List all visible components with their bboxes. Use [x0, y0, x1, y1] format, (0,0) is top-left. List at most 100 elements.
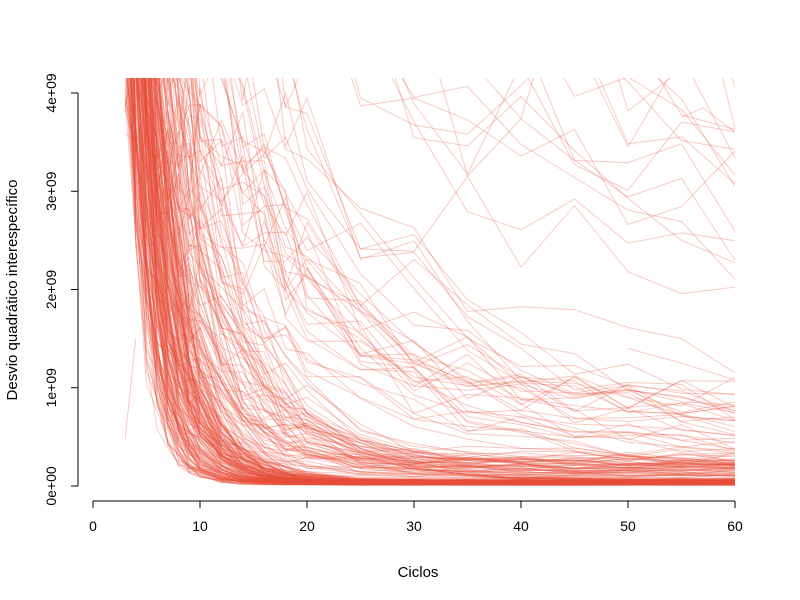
series-line	[132, 78, 735, 485]
x-tick-label: 50	[620, 518, 636, 534]
series-line	[141, 78, 735, 483]
series-line	[125, 0, 735, 51]
series-lines	[124, 0, 735, 486]
series-line	[143, 78, 735, 465]
series-line	[593, 78, 735, 159]
series-line	[166, 78, 735, 409]
series-line	[178, 78, 735, 448]
series-line	[135, 78, 735, 485]
series-line	[172, 78, 735, 466]
series-line	[149, 78, 735, 478]
series-line	[124, 98, 735, 483]
series-line	[148, 78, 735, 486]
y-tick-label: 4e+09	[43, 73, 59, 113]
series-line	[140, 78, 735, 486]
series-line	[133, 78, 735, 477]
series-line	[142, 78, 735, 484]
series-line	[158, 78, 735, 465]
series-line	[153, 78, 735, 484]
series-line	[131, 78, 735, 480]
series-line	[137, 78, 735, 486]
series-line	[124, 78, 735, 295]
series-line	[149, 78, 735, 481]
y-tick-label: 1e+09	[43, 368, 59, 408]
series-line	[129, 78, 735, 485]
series-line	[141, 78, 735, 484]
series-line	[148, 78, 735, 482]
series-line	[135, 78, 735, 484]
series-line	[153, 78, 735, 467]
series-line	[148, 78, 735, 484]
series-line	[141, 78, 735, 465]
series-line	[144, 78, 735, 482]
series-line	[163, 78, 735, 466]
series-line	[131, 78, 735, 486]
series-line	[144, 78, 735, 483]
series-line	[196, 78, 735, 423]
series-line	[124, 99, 735, 483]
series-line	[137, 78, 735, 485]
series-line	[134, 78, 735, 469]
series-line	[162, 78, 735, 465]
series-line	[144, 78, 735, 485]
series-line	[169, 78, 735, 480]
series-line	[233, 78, 735, 374]
series-line	[129, 78, 735, 475]
series-line	[152, 78, 735, 484]
series-line	[153, 78, 735, 468]
series-line	[402, 78, 735, 191]
series-line	[193, 78, 735, 482]
series-line	[143, 78, 735, 486]
series-line	[130, 78, 735, 465]
series-line	[238, 78, 735, 433]
series-line	[133, 78, 735, 486]
series-line	[124, 92, 735, 483]
series-line	[131, 78, 735, 482]
series-line	[158, 78, 735, 485]
series-line	[281, 78, 735, 280]
series-line	[160, 78, 735, 462]
series-line	[127, 78, 735, 485]
series-line	[147, 78, 735, 485]
series-line	[129, 78, 735, 485]
series-line	[146, 78, 735, 484]
series-line	[155, 78, 735, 475]
series-line	[354, 78, 735, 185]
series-line	[141, 78, 735, 486]
series-line	[133, 78, 735, 485]
series-line	[129, 78, 735, 484]
series-line	[161, 78, 735, 465]
series-line	[484, 78, 535, 120]
series-line	[212, 78, 735, 412]
series-line	[149, 78, 735, 484]
series-line	[136, 78, 735, 452]
series-line	[140, 78, 735, 485]
series-line	[138, 78, 735, 484]
series-line	[131, 78, 735, 484]
series-line	[155, 78, 735, 486]
x-tick-label: 10	[192, 518, 208, 534]
series-line	[155, 78, 735, 485]
series-line	[155, 78, 735, 475]
series-line	[275, 78, 735, 396]
series-line	[133, 78, 735, 484]
series-line	[159, 78, 735, 461]
series-line	[147, 78, 735, 484]
series-line	[145, 78, 735, 482]
series-line	[140, 78, 735, 483]
series-line	[134, 78, 735, 486]
series-line	[731, 78, 735, 88]
series-line	[143, 78, 735, 484]
series-line	[192, 78, 735, 463]
series-line	[246, 78, 735, 422]
series-line	[156, 78, 735, 475]
series-line	[137, 78, 735, 484]
series-line	[136, 78, 735, 482]
series-line	[169, 78, 735, 460]
series-line	[136, 78, 735, 468]
series-line	[153, 78, 735, 483]
series-line	[149, 78, 735, 482]
series-line	[152, 78, 735, 470]
series-line	[155, 78, 735, 472]
